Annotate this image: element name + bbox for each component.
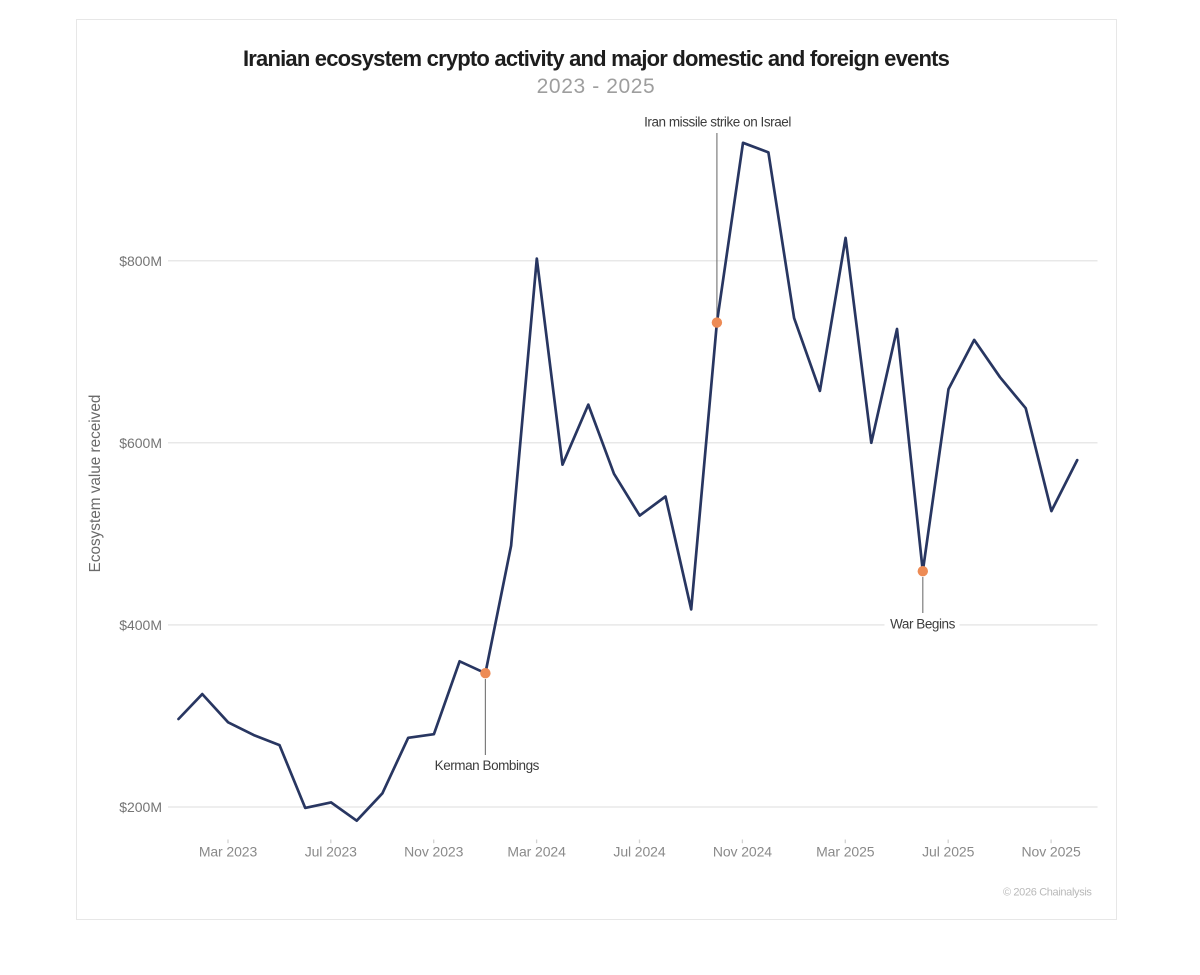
svg-text:Nov 2024: Nov 2024 bbox=[713, 843, 772, 859]
svg-text:$400M: $400M bbox=[119, 617, 162, 633]
svg-text:Jul 2023: Jul 2023 bbox=[305, 843, 357, 859]
svg-text:Jul 2025: Jul 2025 bbox=[922, 843, 974, 859]
svg-text:Mar 2024: Mar 2024 bbox=[507, 843, 566, 859]
svg-text:Kerman Bombings: Kerman Bombings bbox=[435, 758, 540, 773]
svg-text:Iran missile strike on Israel: Iran missile strike on Israel bbox=[644, 114, 791, 129]
svg-text:$600M: $600M bbox=[119, 435, 162, 451]
svg-text:2023 - 2025: 2023 - 2025 bbox=[537, 75, 656, 98]
svg-text:© 2026 Chainalysis: © 2026 Chainalysis bbox=[1003, 886, 1092, 898]
svg-text:$200M: $200M bbox=[119, 799, 162, 815]
svg-text:War Begins: War Begins bbox=[890, 616, 955, 631]
svg-text:Iranian ecosystem crypto activ: Iranian ecosystem crypto activity and ma… bbox=[243, 46, 950, 71]
svg-text:Ecosystem value received: Ecosystem value received bbox=[87, 395, 104, 573]
svg-text:Nov 2025: Nov 2025 bbox=[1022, 843, 1081, 859]
svg-text:Mar 2023: Mar 2023 bbox=[199, 843, 258, 859]
svg-text:$800M: $800M bbox=[119, 253, 162, 269]
svg-text:Nov 2023: Nov 2023 bbox=[404, 843, 463, 859]
svg-text:Jul 2024: Jul 2024 bbox=[613, 843, 665, 859]
svg-text:Mar 2025: Mar 2025 bbox=[816, 843, 875, 859]
